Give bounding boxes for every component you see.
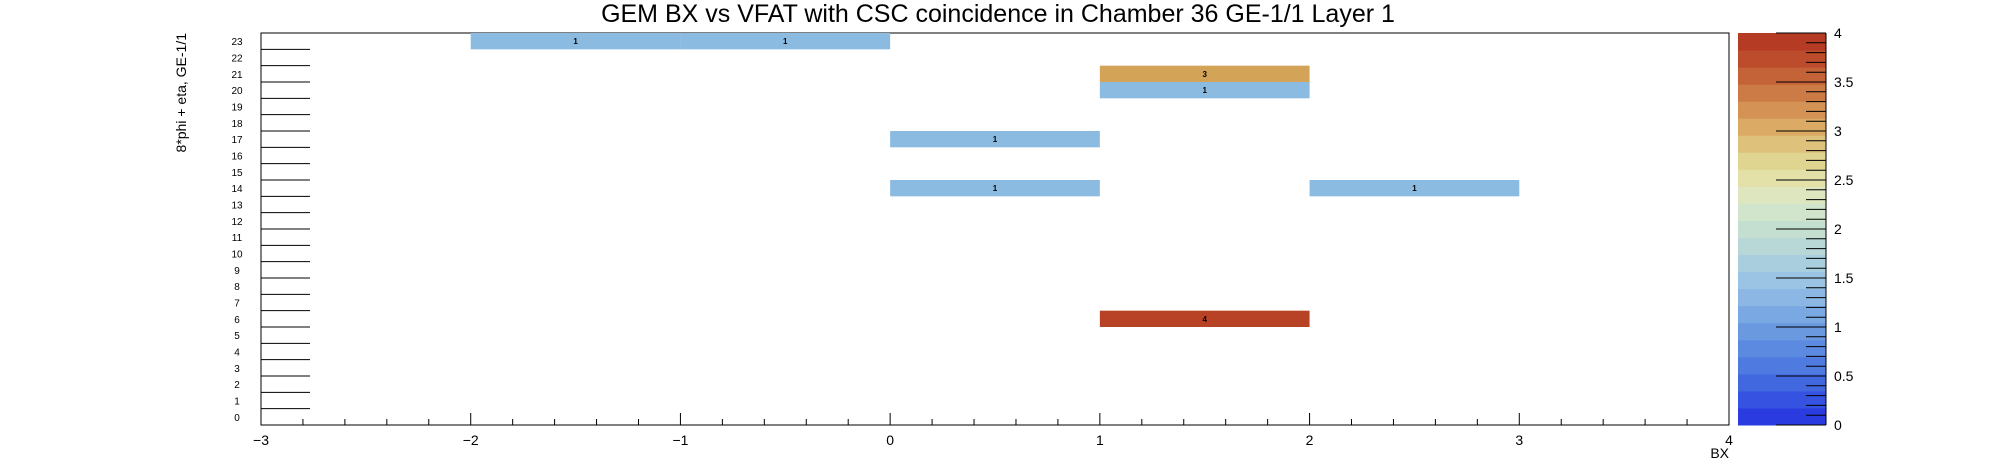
x-axis: −3 −2 −1 0 1 2 3 4 bbox=[253, 413, 1733, 448]
color-scale-band bbox=[1738, 254, 1826, 273]
y-tick-label: 15 bbox=[231, 168, 243, 179]
color-scale-band bbox=[1738, 271, 1826, 290]
x-tick-label: 1 bbox=[1096, 432, 1104, 448]
y-tick-label: 18 bbox=[231, 119, 243, 130]
z-tick-label: 3.5 bbox=[1834, 74, 1854, 90]
chart-title: GEM BX vs VFAT with CSC coincidence in C… bbox=[601, 0, 1395, 28]
y-tick-label: 1 bbox=[234, 397, 240, 408]
color-scale-band bbox=[1738, 135, 1826, 153]
y-tick-label: 11 bbox=[232, 233, 243, 244]
cell-value-label: 1 bbox=[993, 184, 998, 193]
z-tick-label: 2 bbox=[1834, 221, 1842, 237]
heatmap-cell bbox=[890, 131, 1100, 148]
heatmap-cell bbox=[890, 180, 1100, 197]
x-tick-label: −3 bbox=[253, 432, 269, 448]
x-tick-label: −2 bbox=[463, 432, 479, 448]
heatmap-cell bbox=[470, 33, 681, 50]
color-scale-band bbox=[1738, 373, 1826, 392]
y-tick-label: 23 bbox=[231, 37, 243, 48]
z-tick-label: 1 bbox=[1834, 319, 1842, 335]
color-scale-band bbox=[1738, 305, 1826, 324]
x-tick-label: −1 bbox=[672, 432, 688, 448]
y-tick-label: 8 bbox=[234, 282, 240, 293]
cell-value-label: 1 bbox=[573, 37, 578, 46]
heatmap-cells: 1 1 3 1 1 1 1 4 bbox=[470, 33, 1520, 327]
y-tick-label: 22 bbox=[231, 54, 243, 65]
color-scale-band bbox=[1738, 322, 1826, 341]
color-scale-band bbox=[1738, 390, 1826, 409]
y-tick-label: 3 bbox=[234, 364, 240, 375]
y-tick-label: 0 bbox=[234, 413, 240, 424]
y-tick-label: 13 bbox=[231, 201, 243, 212]
color-scale-band bbox=[1738, 33, 1826, 51]
heatmap-cell bbox=[1099, 310, 1310, 327]
y-axis-title: 8*phi + eta, GE-1/1 bbox=[173, 33, 189, 153]
y-tick-label: 2 bbox=[234, 380, 240, 391]
z-tick-label: 4 bbox=[1834, 25, 1842, 41]
y-tick-label: 14 bbox=[231, 184, 243, 195]
color-scale-band bbox=[1738, 152, 1826, 170]
color-scale-band bbox=[1738, 356, 1826, 375]
y-tick-label: 12 bbox=[231, 217, 243, 228]
heatmap-cell bbox=[680, 33, 891, 50]
color-scale-band bbox=[1738, 67, 1826, 85]
heatmap-cell bbox=[1309, 180, 1520, 197]
z-tick-label: 0.5 bbox=[1834, 368, 1854, 384]
y-tick-label: 9 bbox=[234, 266, 240, 277]
x-tick-label: 3 bbox=[1515, 432, 1523, 448]
y-tick-label: 19 bbox=[231, 103, 243, 114]
color-scale-band bbox=[1738, 84, 1826, 102]
color-scale: 0 0.5 1 1.5 2 2.5 3 3.5 4 bbox=[1738, 25, 1854, 433]
x-tick-label: 2 bbox=[1306, 432, 1314, 448]
y-tick-label: 20 bbox=[231, 86, 243, 97]
plot-frame bbox=[260, 32, 1730, 426]
heatmap-cell bbox=[1099, 82, 1310, 99]
color-scale-band bbox=[1738, 50, 1826, 68]
x-tick-label: 4 bbox=[1725, 432, 1733, 448]
cell-value-label: 1 bbox=[783, 37, 788, 46]
color-scale-band bbox=[1738, 407, 1826, 426]
cell-value-label: 1 bbox=[993, 135, 998, 144]
color-scale-band bbox=[1738, 186, 1826, 204]
z-tick-label: 0 bbox=[1834, 417, 1842, 433]
color-scale-band bbox=[1738, 288, 1826, 307]
z-tick-label: 3 bbox=[1834, 123, 1842, 139]
x-tick-label: 0 bbox=[886, 432, 894, 448]
z-tick-label: 1.5 bbox=[1834, 270, 1854, 286]
y-tick-label: 10 bbox=[231, 250, 243, 261]
color-scale-band bbox=[1738, 203, 1826, 221]
heatmap-cell bbox=[1099, 65, 1310, 82]
y-tick-label: 17 bbox=[231, 135, 243, 146]
y-tick-label: 4 bbox=[234, 348, 240, 359]
y-tick-label: 21 bbox=[231, 70, 243, 81]
color-scale-band bbox=[1738, 101, 1826, 119]
color-scale-band bbox=[1738, 237, 1826, 256]
y-tick-label: 7 bbox=[234, 299, 240, 310]
color-scale-band bbox=[1738, 339, 1826, 358]
cell-value-label: 1 bbox=[1202, 86, 1207, 95]
z-tick-label: 2.5 bbox=[1834, 172, 1854, 188]
y-tick-label: 16 bbox=[231, 152, 243, 163]
x-axis-title: BX bbox=[1710, 445, 1729, 461]
cell-value-label: 1 bbox=[1412, 184, 1417, 193]
y-tick-label: 5 bbox=[234, 331, 240, 342]
cell-value-label: 3 bbox=[1202, 70, 1207, 79]
cell-value-label: 4 bbox=[1202, 315, 1207, 324]
y-tick-label: 6 bbox=[234, 315, 240, 326]
color-scale-band bbox=[1738, 169, 1826, 187]
